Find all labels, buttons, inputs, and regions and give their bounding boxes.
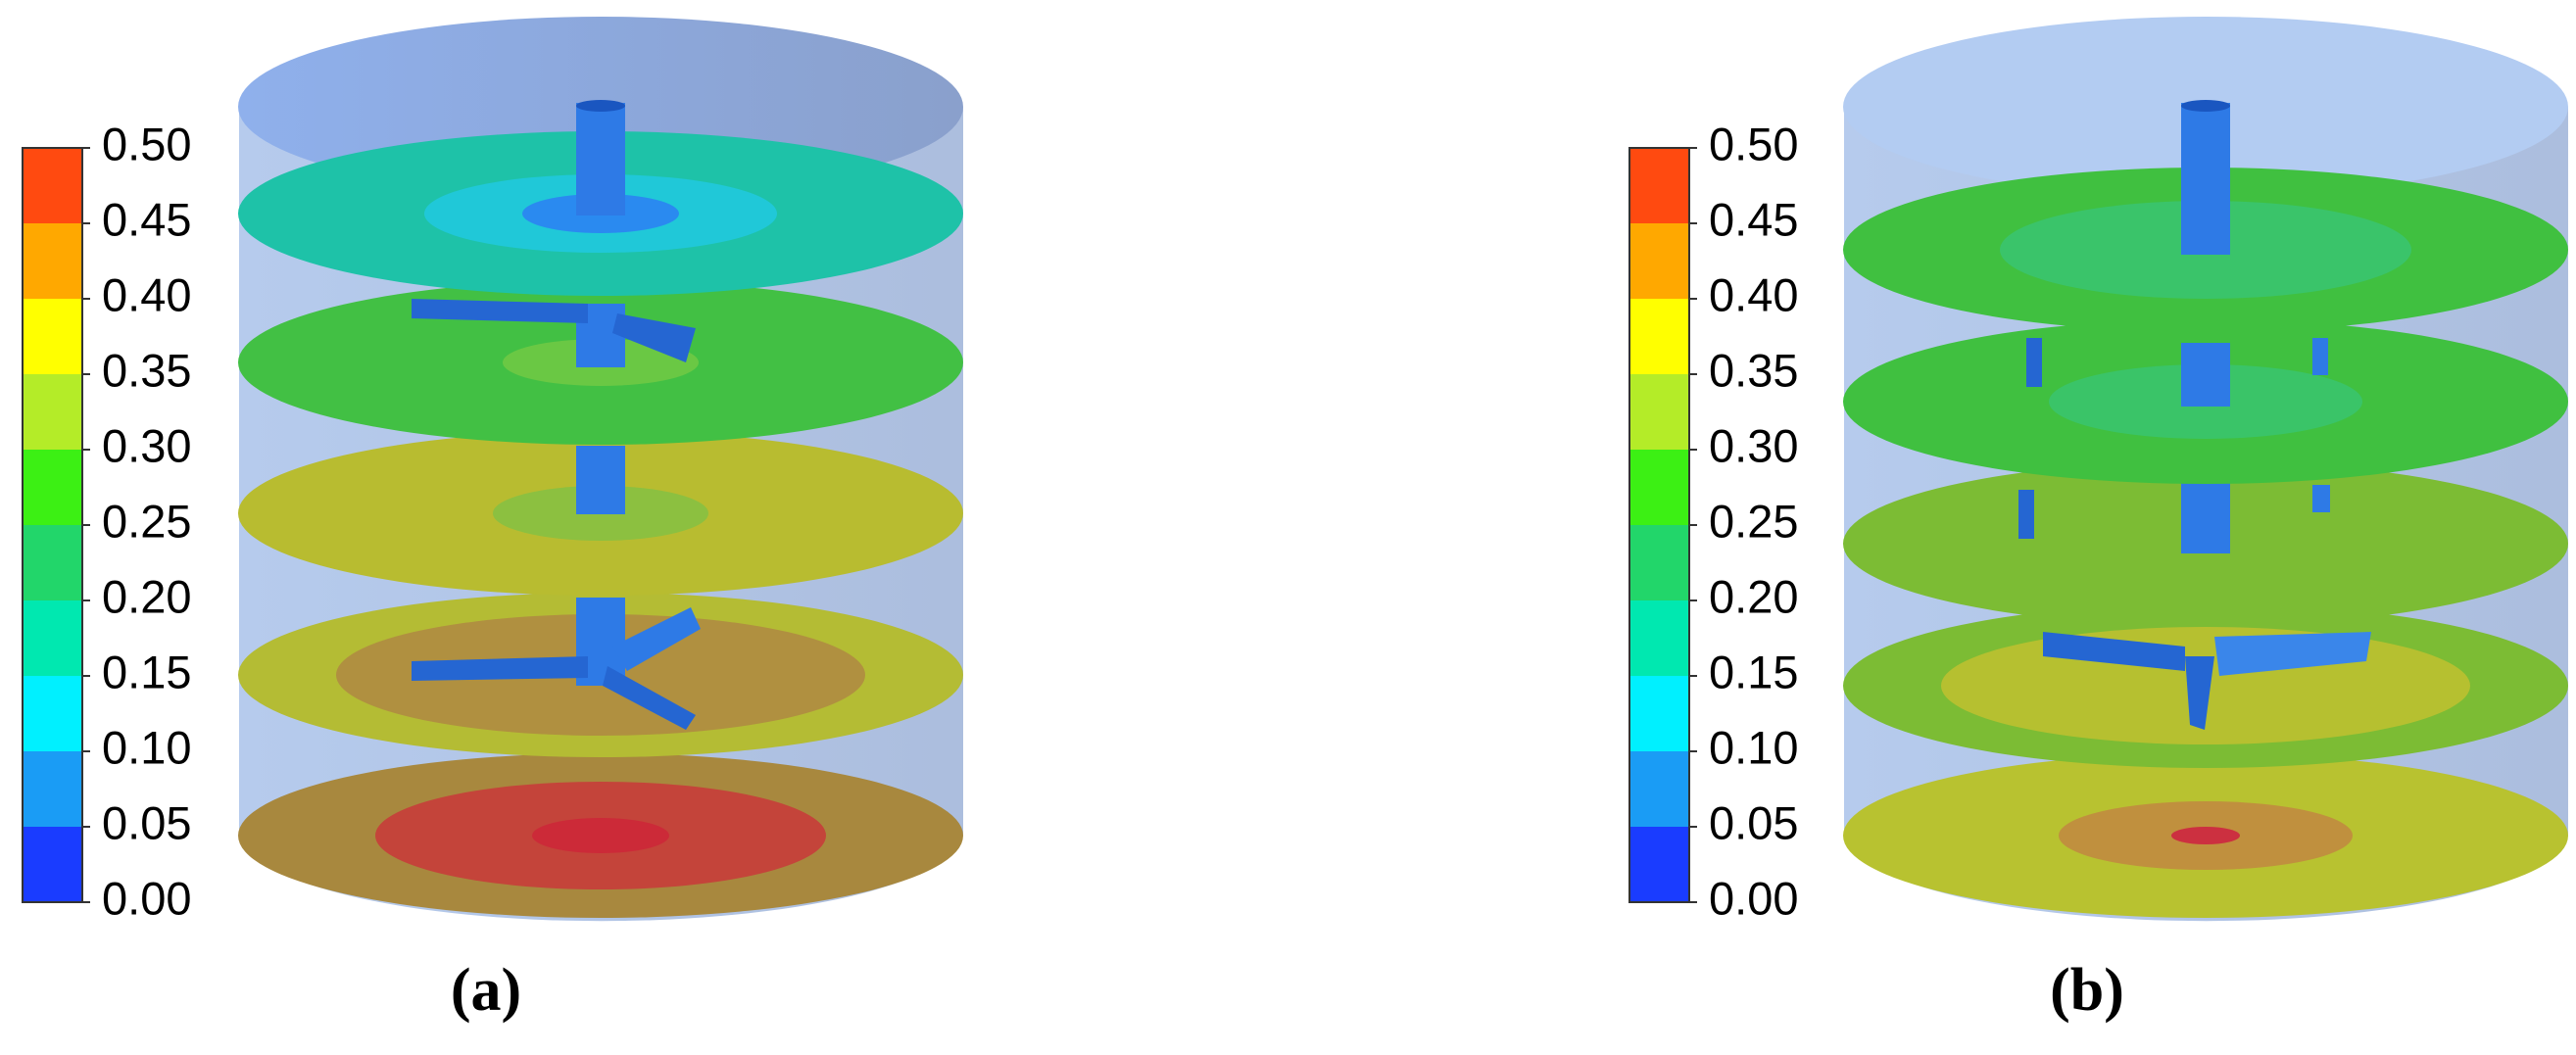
colorbar-segment: [23, 525, 82, 600]
colorbar-tick-label: 0.45: [1709, 193, 1798, 245]
colorbar-tick-label: 0.20: [1709, 570, 1798, 622]
colorbar-tick-label: 0.35: [102, 344, 191, 396]
colorbar-tick-label: 0.40: [102, 268, 191, 320]
colorbar-tick-label: 0.30: [102, 419, 191, 471]
colorbar-segment: [23, 450, 82, 525]
colorbar-tick-label: 0.15: [102, 646, 191, 697]
colorbar-segment: [1629, 299, 1689, 374]
colorbar-tick-label: 0.35: [1709, 344, 1798, 396]
colorbar-tick-label: 0.25: [102, 495, 191, 547]
colorbar-segment: [23, 600, 82, 676]
colorbar-tick-label: 0.00: [102, 872, 191, 924]
colorbar-tick-label: 0.45: [102, 193, 191, 245]
colorbar-tick-label: 0.05: [102, 796, 191, 848]
colorbar-tick-label: 0.15: [1709, 646, 1798, 697]
colorbar-segment: [1629, 223, 1689, 299]
colorbar-segment: [23, 148, 82, 223]
colorbar-tick-label: 0.40: [1709, 268, 1798, 320]
colorbar-tick-label: 0.00: [1709, 872, 1798, 924]
vessel-a: [238, 17, 963, 922]
panel-label: (a): [451, 957, 521, 1024]
panel-label: (b): [2050, 957, 2124, 1024]
colorbar-segment: [23, 676, 82, 751]
colorbar-segment: [23, 827, 82, 902]
colorbar-tick-label: 0.25: [1709, 495, 1798, 547]
colorbar-segment: [23, 223, 82, 299]
colorbar-segment: [1629, 827, 1689, 902]
colorbar-segment: [23, 299, 82, 374]
colorbar-segment: [1629, 600, 1689, 676]
colorbar-tick-label: 0.50: [102, 118, 191, 169]
colorbar-tick-label: 0.20: [102, 570, 191, 622]
colorbar-segment: [1629, 676, 1689, 751]
colorbar-tick-label: 0.10: [102, 721, 191, 773]
vessel-b: [1843, 17, 2568, 922]
colorbar-tick-label: 0.50: [1709, 118, 1798, 169]
colorbar-segment: [23, 374, 82, 450]
colorbar-segment: [1629, 148, 1689, 223]
colorbar-tick-label: 0.10: [1709, 721, 1798, 773]
colorbar-segment: [1629, 751, 1689, 827]
colorbar-segment: [23, 751, 82, 827]
colorbar-segment: [1629, 450, 1689, 525]
colorbar-tick-label: 0.30: [1709, 419, 1798, 471]
colorbar-segment: [1629, 525, 1689, 600]
colorbar-tick-label: 0.05: [1709, 796, 1798, 848]
colorbar-segment: [1629, 374, 1689, 450]
